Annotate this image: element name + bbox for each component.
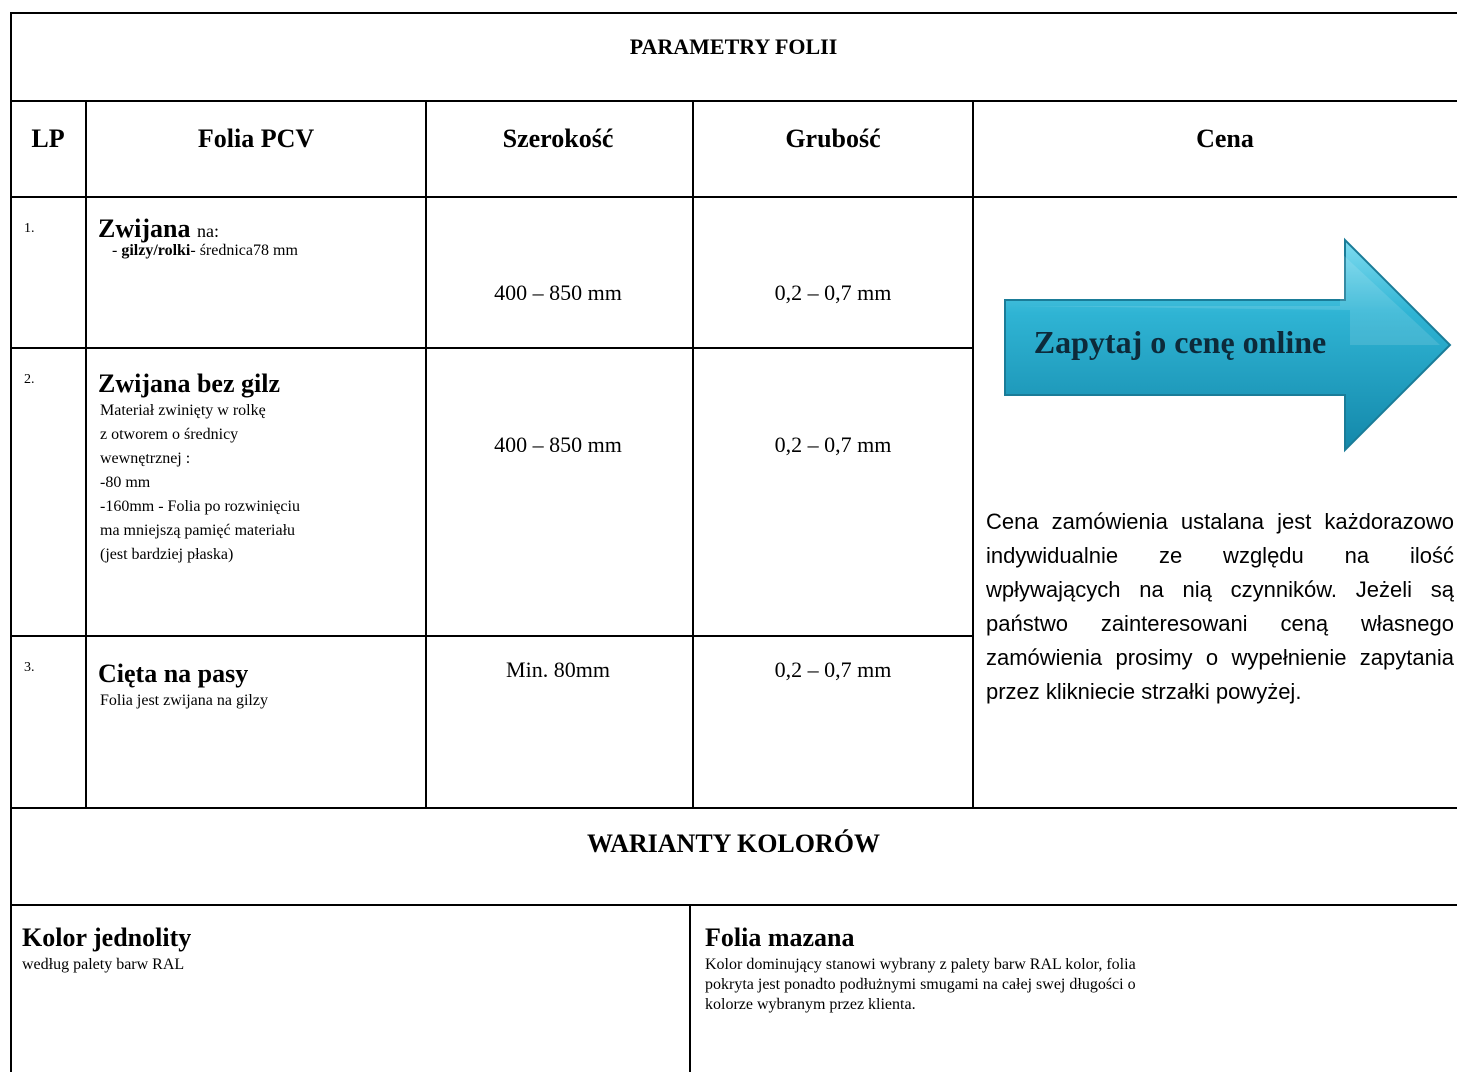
rule <box>10 196 1457 198</box>
rule <box>10 12 1457 14</box>
variant-description: według palety barw RAL <box>22 956 185 973</box>
arrow-highlight <box>1012 252 1440 345</box>
column-header: Szerokość <box>502 124 614 153</box>
rule <box>10 347 973 349</box>
item-detail: z otworem o średnicy <box>100 426 239 443</box>
detail-bold: gilzy/rolki <box>121 242 191 259</box>
item-title: Cięta na pasy <box>98 659 248 689</box>
column-header: Cena <box>1196 124 1254 153</box>
rule <box>85 100 87 809</box>
item-detail: (jest bardziej płaska) <box>100 546 234 563</box>
row-number: 3. <box>24 660 35 675</box>
item-detail: ma mniejszą pamięć materiału <box>100 522 296 539</box>
rule <box>692 100 694 809</box>
width-value: 400 – 850 mm <box>494 280 622 305</box>
item-detail: Folia jest zwijana na gilzy <box>100 692 268 709</box>
row-number: 2. <box>24 372 35 387</box>
variant-description: Kolor dominujący stanowi wybrany z palet… <box>705 956 1136 1013</box>
rule <box>972 100 974 809</box>
item-name: Zwijana <box>98 214 191 243</box>
variant-name: Folia mazana <box>705 923 855 952</box>
thickness-value: 0,2 – 0,7 mm <box>774 657 892 682</box>
section-title: WARIANTY KOLORÓW <box>586 829 880 858</box>
rule <box>10 635 973 637</box>
price-note: Cena zamówienia ustalana jest każdorazow… <box>986 509 1454 704</box>
rule <box>10 904 1457 906</box>
thickness-value: 0,2 – 0,7 mm <box>774 432 892 457</box>
item-name: Zwijana bez gilz <box>98 369 280 398</box>
column-header: Folia PCV <box>197 124 315 153</box>
item-detail: -80 mm <box>100 474 151 491</box>
arrow-shape[interactable] <box>1004 237 1452 453</box>
item-title: Zwijana bez gilz <box>98 369 280 399</box>
rule <box>10 807 1457 809</box>
column-header: LP <box>31 124 65 153</box>
item-detail: Materiał zwinięty w rolkę <box>100 402 266 419</box>
item-name-note: na: <box>196 221 219 241</box>
item-detail: -160mm - Folia po rozwinięciu <box>100 498 300 515</box>
item-detail: - gilzy/rolki- średnica78 mm <box>112 242 298 260</box>
detail-rest: - średnica78 mm <box>190 242 298 259</box>
rule <box>689 904 691 1072</box>
variant-name: Kolor jednolity <box>22 923 192 952</box>
item-name: Cięta na pasy <box>98 659 249 688</box>
item-detail: wewnętrznej : <box>100 450 191 467</box>
detail-prefix: - <box>112 242 122 259</box>
width-value: 400 – 850 mm <box>494 432 622 457</box>
table-title: PARAMETRY FOLII <box>629 34 838 59</box>
thickness-value: 0,2 – 0,7 mm <box>774 280 892 305</box>
column-header: Grubość <box>785 124 881 153</box>
rule <box>10 100 1457 102</box>
rule <box>10 12 12 1072</box>
item-title: Zwijana na: <box>98 214 219 244</box>
width-value: Min. 80mm <box>506 657 610 682</box>
row-number: 1. <box>24 221 35 236</box>
rule <box>425 100 427 809</box>
price-arrow-button[interactable] <box>990 230 1457 460</box>
